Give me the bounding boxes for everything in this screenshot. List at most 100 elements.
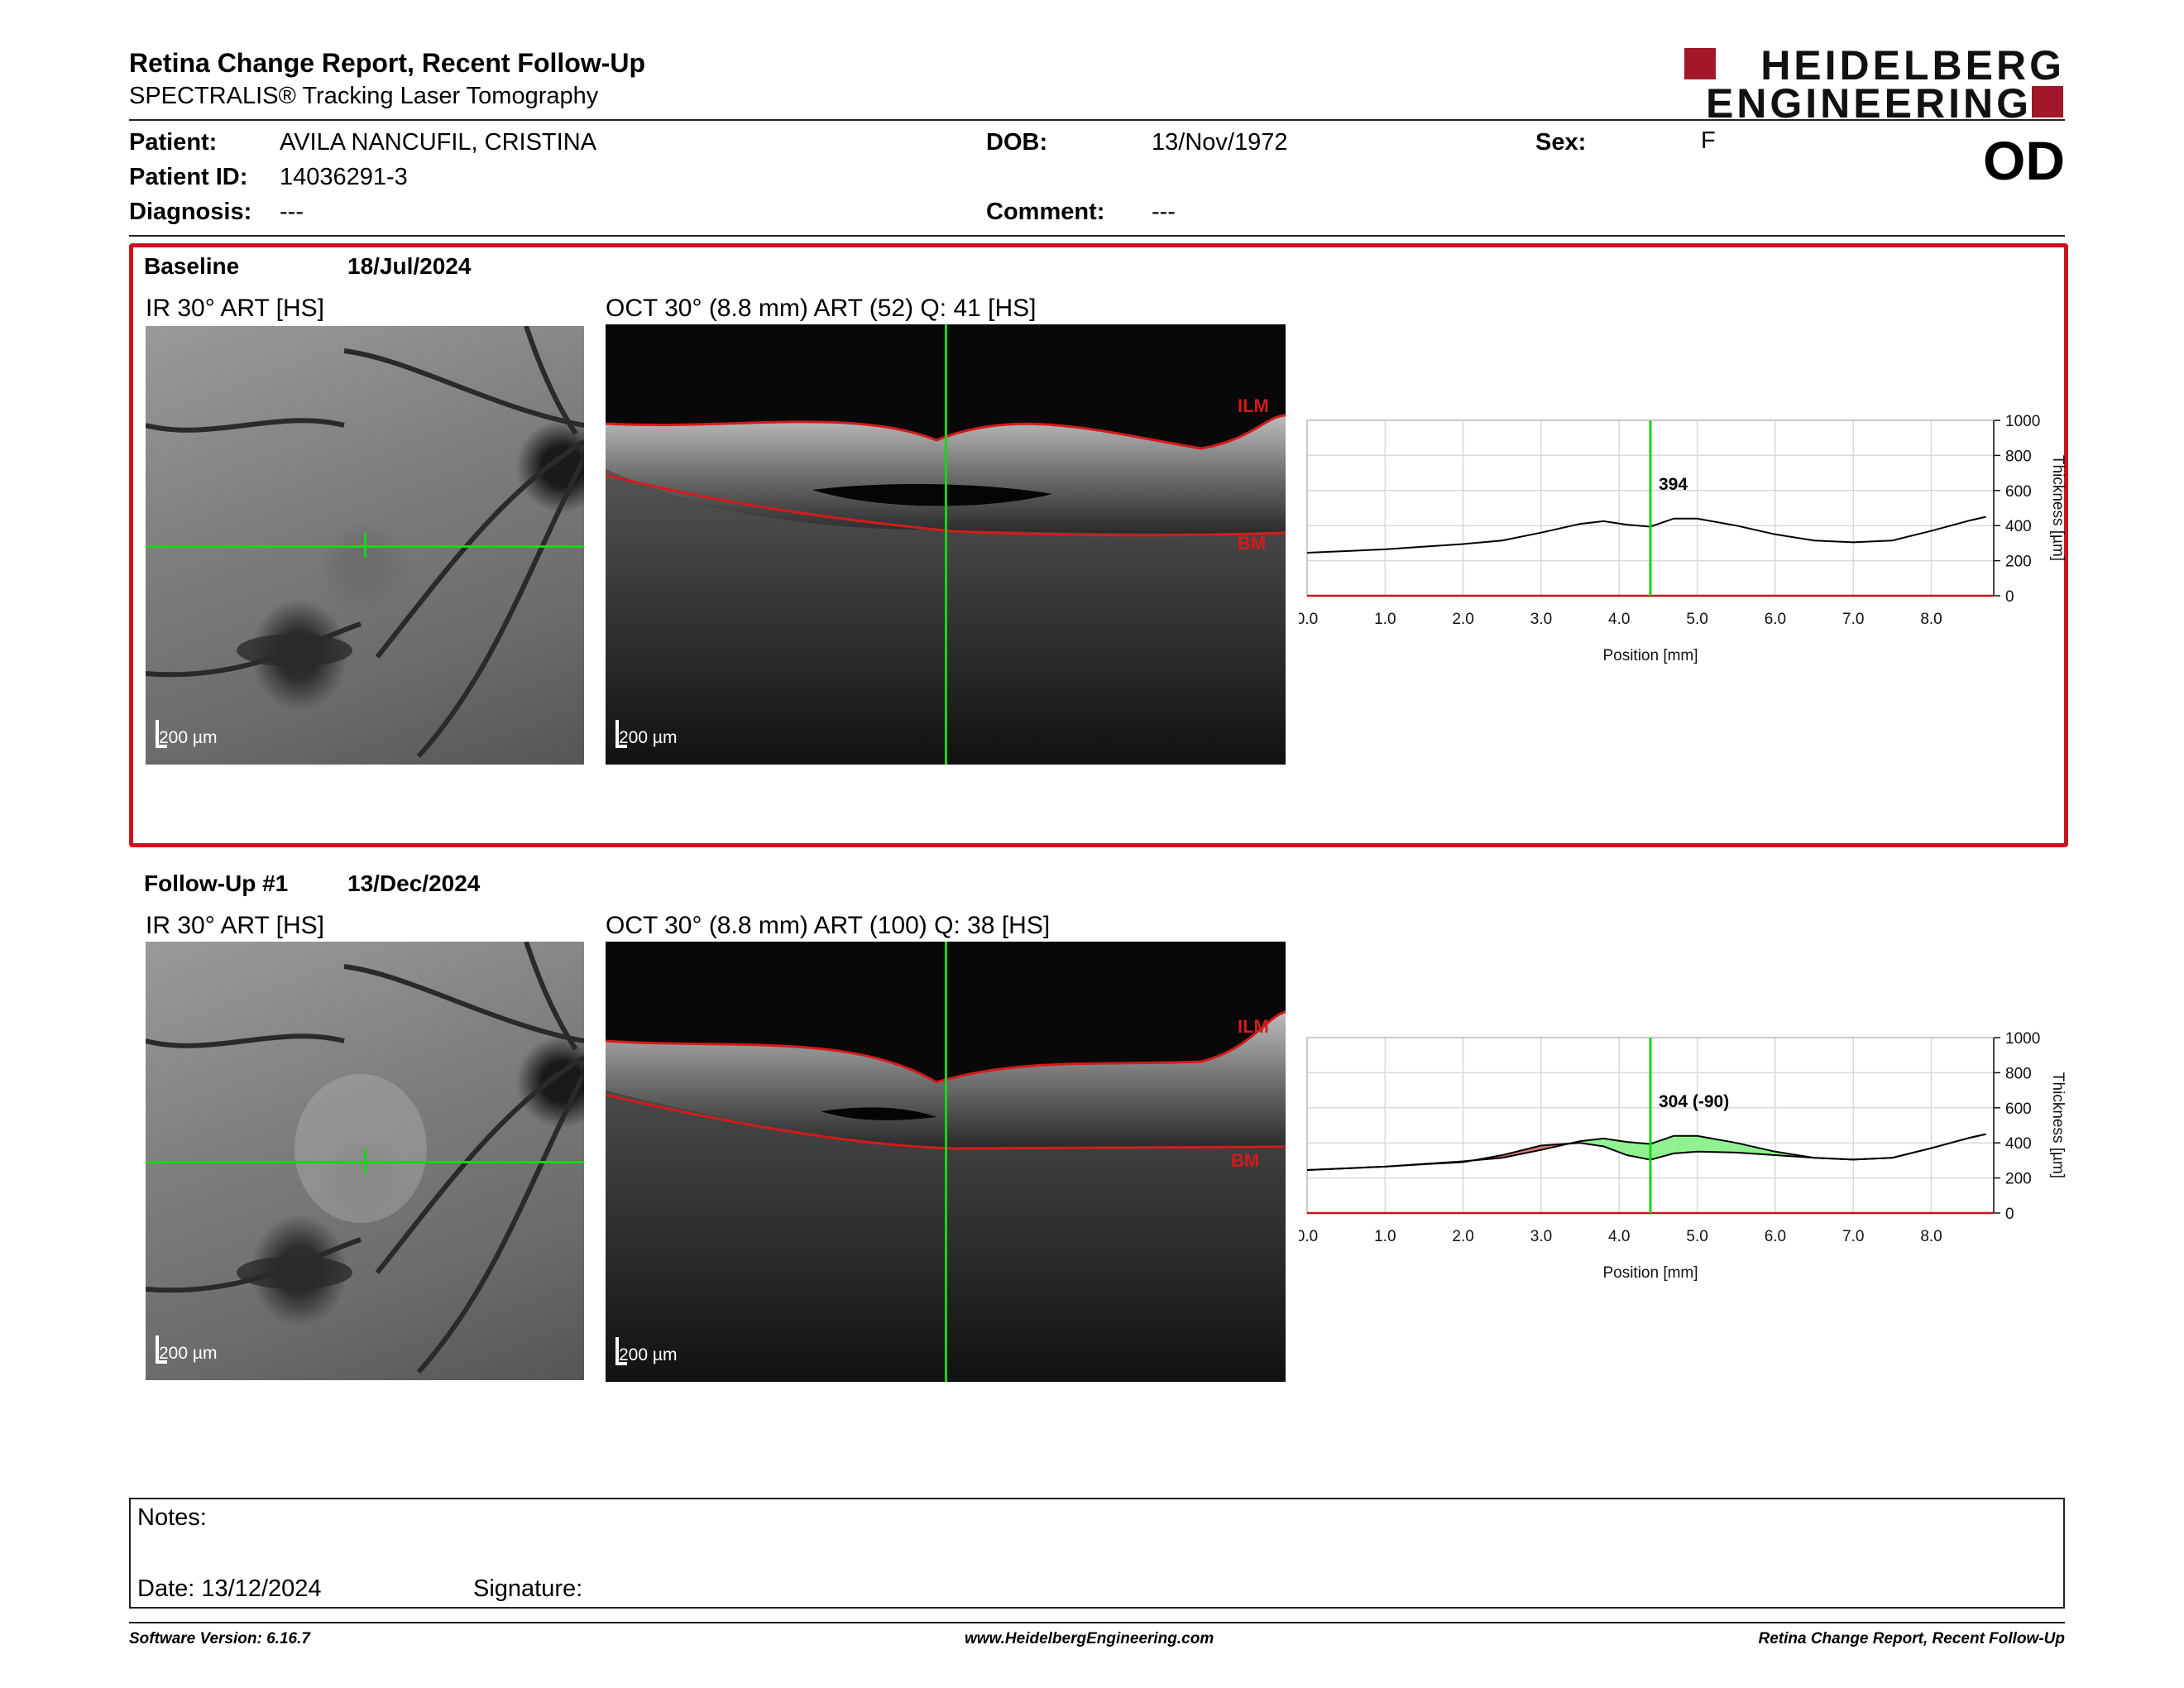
baseline-chart-xtick-label: 7.0 bbox=[1842, 611, 1864, 628]
baseline-ir-image: 200 µm bbox=[146, 326, 584, 765]
baseline-chart-xtick-label: 8.0 bbox=[1920, 611, 1942, 628]
baseline-chart-ytick-label: 1000 bbox=[2005, 413, 2040, 430]
baseline-chart-ytick-label: 800 bbox=[2005, 448, 2032, 465]
followup-date: 13/Dec/2024 bbox=[347, 870, 481, 896]
eye-indicator: OD bbox=[1983, 130, 2065, 191]
followup-chart-ytick-label: 800 bbox=[2005, 1065, 2032, 1082]
footer-report-name: Retina Change Report, Recent Follow-Up bbox=[1758, 1630, 2065, 1647]
followup-chart-diff-area bbox=[1626, 1142, 1650, 1160]
followup-chart-xtick-label: 2.0 bbox=[1452, 1228, 1473, 1245]
baseline-chart-xtick-label: 6.0 bbox=[1765, 611, 1786, 628]
followup-oct-caption: OCT 30° (8.8 mm) ART (100) Q: 38 [HS] bbox=[606, 912, 1051, 939]
baseline-oct-caption: OCT 30° (8.8 mm) ART (52) Q: 41 [HS] bbox=[606, 295, 1037, 322]
baseline-frame bbox=[129, 243, 2068, 847]
followup-chart-ytick-label: 200 bbox=[2005, 1171, 2032, 1188]
followup-ir-scale: 200 µm bbox=[156, 1336, 217, 1364]
followup-chart-ytick-label: 400 bbox=[2005, 1135, 2032, 1153]
baseline-ilm-label: ILM bbox=[1238, 396, 1269, 416]
comment-value: --- bbox=[1152, 199, 1176, 225]
sex-value: F bbox=[1701, 127, 1716, 154]
followup-oct-scale: 200 µm bbox=[615, 1337, 677, 1365]
footer-software-version: Software Version: 6.16.7 bbox=[129, 1630, 310, 1647]
sex-label: Sex: bbox=[1535, 129, 1587, 156]
baseline-date: 18/Jul/2024 bbox=[347, 253, 472, 279]
logo-mark-top bbox=[1684, 48, 1716, 79]
followup-ir-vessels bbox=[146, 942, 584, 1374]
followup-chart-xtick-label: 6.0 bbox=[1765, 1228, 1786, 1245]
baseline-ir-center-mark bbox=[364, 533, 366, 558]
baseline-chart-ylabel: Thickness [µm] bbox=[2049, 455, 2067, 561]
baseline-chart-xlabel: Position [mm] bbox=[1602, 647, 1698, 664]
baseline-chart-ytick-label: 400 bbox=[2005, 518, 2032, 535]
baseline-ir-caption: IR 30° ART [HS] bbox=[146, 295, 324, 322]
baseline-bm-label: BM bbox=[1238, 533, 1267, 554]
logo-line1: HEIDELBERG bbox=[1760, 42, 2065, 89]
followup-thickness-chart: 0.0 1.0 2.0 3.0 4.0 5.0 6.0 7.0 8.0 0 200 400 600 800… bbox=[1299, 1030, 2067, 1282]
notes-label: Notes: bbox=[137, 1504, 207, 1531]
baseline-chart-xtick-label: 4.0 bbox=[1608, 611, 1630, 628]
baseline-chart-ytick-label: 200 bbox=[2005, 554, 2032, 571]
followup-chart-ytick-label: 0 bbox=[2005, 1206, 2014, 1223]
baseline-chart-series-line-0 bbox=[1306, 516, 1986, 554]
followup-chart-ytick-label: 1000 bbox=[2005, 1030, 2040, 1048]
report-title: Retina Change Report, Recent Follow-Up bbox=[129, 48, 646, 78]
baseline-ir-vessels bbox=[146, 326, 584, 759]
followup-chart-diff-area bbox=[1697, 1135, 1736, 1153]
baseline-oct-image: ILM BM 200 µm bbox=[606, 324, 1286, 765]
diagnosis-label: Diagnosis: bbox=[129, 199, 252, 225]
followup-chart-diff-area bbox=[1736, 1143, 1775, 1156]
followup-label: Follow-Up #1 bbox=[144, 870, 289, 896]
baseline-label: Baseline bbox=[144, 253, 240, 279]
logo-line2: ENGINEERING bbox=[1705, 80, 2032, 127]
baseline-chart-xtick-label: 3.0 bbox=[1530, 611, 1552, 628]
followup-chart-xtick-label: 3.0 bbox=[1530, 1228, 1552, 1245]
baseline-chart-xtick-label: 1.0 bbox=[1374, 611, 1396, 628]
followup-chart-xlabel: Position [mm] bbox=[1602, 1264, 1698, 1282]
logo-mark-bottom bbox=[2032, 86, 2063, 117]
baseline-oct-scale: 200 µm bbox=[615, 720, 677, 748]
dob-label: DOB: bbox=[986, 129, 1048, 156]
patient-divider bbox=[129, 235, 2065, 237]
baseline-chart-ytick-label: 0 bbox=[2005, 588, 2014, 606]
followup-oct-scan-position bbox=[945, 942, 947, 1382]
footer-website[interactable]: www.HeidelbergEngineering.com bbox=[965, 1630, 1214, 1647]
followup-chart-ylabel: Thickness [µm] bbox=[2049, 1072, 2067, 1178]
followup-chart-cursor-label: 304 (-90) bbox=[1659, 1092, 1729, 1111]
followup-chart-diff-area bbox=[1603, 1138, 1627, 1156]
diagnosis-value: --- bbox=[280, 199, 304, 225]
baseline-chart-xtick-label: 2.0 bbox=[1452, 611, 1473, 628]
patient-id-value: 14036291-3 bbox=[280, 164, 408, 190]
patient-id-label: Patient ID: bbox=[129, 164, 248, 190]
followup-chart-ytick-label: 600 bbox=[2005, 1101, 2032, 1118]
notes-date: Date: 13/12/2024 bbox=[137, 1575, 322, 1602]
header-divider bbox=[129, 119, 2065, 121]
followup-chart-xtick-label: 0.0 bbox=[1299, 1228, 1318, 1245]
dob-value: 13/Nov/1972 bbox=[1152, 129, 1288, 156]
followup-bm-label: BM bbox=[1231, 1150, 1260, 1171]
followup-chart-xtick-label: 8.0 bbox=[1920, 1228, 1942, 1245]
followup-ir-caption: IR 30° ART [HS] bbox=[146, 912, 324, 939]
followup-oct-image: ILM BM 200 µm bbox=[606, 942, 1286, 1382]
baseline-oct-scan-position bbox=[945, 324, 947, 765]
followup-chart-diff-area bbox=[1674, 1135, 1698, 1153]
comment-label: Comment: bbox=[986, 199, 1105, 225]
baseline-chart-xtick-label: 0.0 bbox=[1299, 611, 1318, 628]
baseline-ir-scale: 200 µm bbox=[156, 720, 217, 748]
followup-chart-xtick-label: 7.0 bbox=[1842, 1228, 1864, 1245]
followup-chart-diff-area bbox=[1650, 1135, 1674, 1160]
followup-ir-image: 200 µm bbox=[146, 942, 584, 1380]
followup-chart-xtick-label: 1.0 bbox=[1374, 1228, 1396, 1245]
report-subtitle: SPECTRALIS® Tracking Laser Tomography bbox=[129, 83, 599, 109]
baseline-chart-ytick-label: 600 bbox=[2005, 483, 2032, 501]
followup-ilm-label: ILM bbox=[1238, 1016, 1269, 1037]
patient-value: AVILA NANCUFIL, CRISTINA bbox=[280, 129, 596, 156]
patient-label: Patient: bbox=[129, 129, 218, 156]
signature-label: Signature: bbox=[473, 1575, 583, 1602]
followup-chart-xtick-label: 4.0 bbox=[1608, 1228, 1630, 1245]
followup-ir-center-mark bbox=[364, 1149, 366, 1173]
baseline-chart-xtick-label: 5.0 bbox=[1686, 611, 1707, 628]
notes-box[interactable]: Notes: Date: 13/12/2024 Signature: bbox=[129, 1498, 2065, 1609]
followup-chart-xtick-label: 5.0 bbox=[1686, 1228, 1707, 1245]
baseline-thickness-chart: 0.0 1.0 2.0 3.0 4.0 5.0 6.0 7.0 8.0 0 200 400 600 800… bbox=[1299, 413, 2067, 664]
footer-divider bbox=[129, 1622, 2065, 1623]
